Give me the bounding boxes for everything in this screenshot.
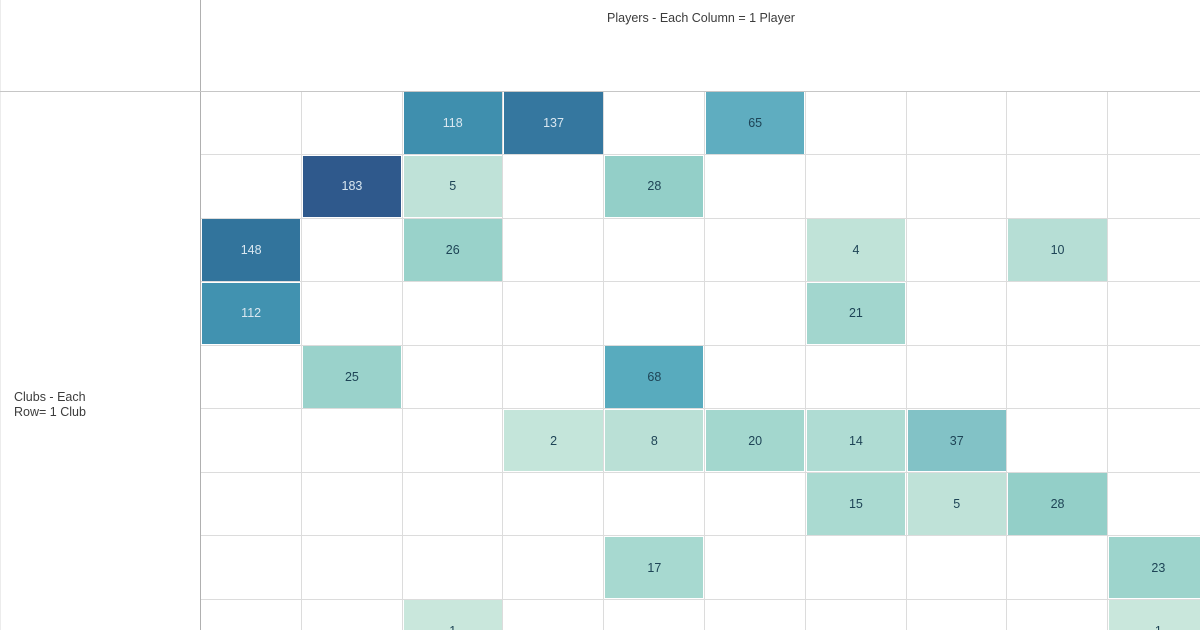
grid-line bbox=[201, 472, 1200, 473]
heatmap-cell[interactable]: 10 bbox=[1008, 219, 1107, 281]
row-axis-label-line2: Row= 1 Club bbox=[14, 405, 86, 419]
row-axis-label: Clubs - Each Row= 1 Club bbox=[14, 390, 86, 420]
left-edge-border bbox=[0, 0, 1, 630]
heatmap-cell[interactable]: 5 bbox=[403, 155, 502, 218]
heatmap-cell[interactable]: 15 bbox=[806, 473, 906, 535]
heatmap-cell[interactable]: 65 bbox=[706, 92, 805, 154]
grid-line bbox=[906, 91, 907, 630]
grid-line bbox=[502, 91, 503, 630]
heatmap-cell[interactable]: 21 bbox=[806, 282, 906, 345]
column-axis-title: Players - Each Column = 1 Player bbox=[607, 11, 795, 25]
grid-line bbox=[1006, 91, 1007, 630]
grid-line bbox=[201, 408, 1200, 409]
heatmap-cell[interactable]: 5 bbox=[907, 473, 1006, 535]
grid-line bbox=[201, 599, 1200, 600]
heatmap-cell[interactable]: 14 bbox=[806, 409, 906, 472]
grid-line bbox=[201, 345, 1200, 346]
heatmap-cell[interactable]: 8 bbox=[605, 409, 704, 472]
grid-line bbox=[704, 91, 705, 630]
grid-line bbox=[201, 154, 1200, 155]
heatmap-cell[interactable]: 26 bbox=[403, 219, 502, 281]
grid-line bbox=[805, 91, 806, 630]
grid-line bbox=[301, 91, 302, 630]
heatmap-cell[interactable]: 112 bbox=[202, 282, 301, 345]
heatmap-cell[interactable]: 68 bbox=[605, 346, 704, 408]
heatmap-cell[interactable]: 17 bbox=[605, 536, 704, 599]
heatmap-cell[interactable]: 4 bbox=[806, 219, 906, 281]
row-axis-label-line1: Clubs - Each bbox=[14, 390, 86, 404]
heatmap-cell[interactable]: 1 bbox=[403, 600, 502, 630]
heatmap-cell[interactable]: 28 bbox=[1008, 473, 1107, 535]
grid-line bbox=[201, 218, 1200, 219]
row-axis-line bbox=[200, 0, 201, 630]
column-axis-line bbox=[0, 91, 1200, 92]
grid-line bbox=[603, 91, 604, 630]
heatmap-cell[interactable]: 25 bbox=[302, 346, 402, 408]
heatmap-cell[interactable]: 1 bbox=[1109, 600, 1200, 630]
heatmap-cell[interactable]: 2 bbox=[504, 409, 603, 472]
heatmap-cell[interactable]: 148 bbox=[202, 219, 301, 281]
heatmap-cell[interactable]: 37 bbox=[907, 409, 1006, 472]
grid-line bbox=[402, 91, 403, 630]
grid-line bbox=[201, 281, 1200, 282]
heatmap-cell[interactable]: 28 bbox=[605, 155, 704, 218]
grid-line bbox=[1107, 91, 1108, 630]
heatmap-cell[interactable]: 23 bbox=[1109, 536, 1200, 599]
grid-line bbox=[201, 535, 1200, 536]
heatmap-cell[interactable]: 183 bbox=[302, 155, 402, 218]
heatmap-cell[interactable]: 137 bbox=[504, 92, 603, 154]
heatmap-cell[interactable]: 118 bbox=[403, 92, 502, 154]
heatmap-cell[interactable]: 20 bbox=[706, 409, 805, 472]
